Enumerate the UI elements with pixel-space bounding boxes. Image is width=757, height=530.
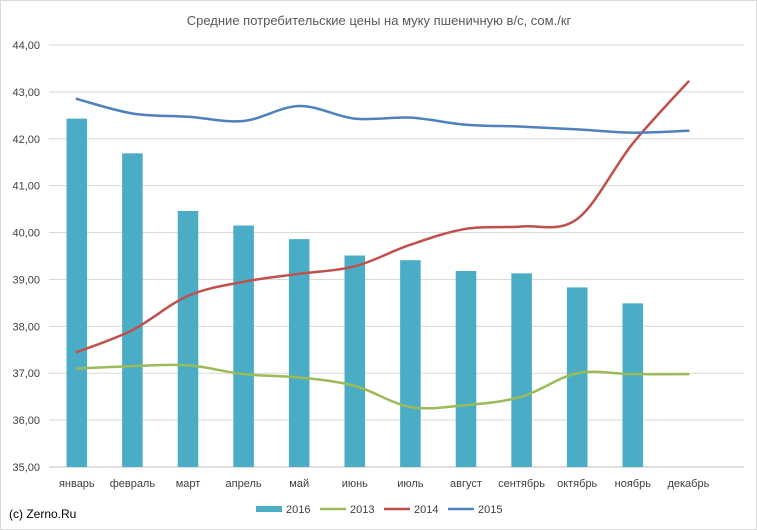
y-tick-label: 38,00 bbox=[12, 321, 40, 333]
x-tick-label: октябрь bbox=[557, 478, 597, 490]
y-axis-ticks: 35,00 36,00 37,00 38,00 39,00 40,00 41,00 42,00… bbox=[12, 40, 40, 474]
x-tick-label: ноябрь bbox=[615, 478, 652, 490]
y-tick-label: 43,00 bbox=[12, 87, 40, 99]
line-series-2013 bbox=[75, 363, 690, 410]
gridlines bbox=[49, 44, 744, 468]
bar-2016 bbox=[511, 273, 532, 467]
x-tick-label: апрель bbox=[226, 478, 262, 490]
credit-text: (c) Zerno.Ru bbox=[9, 507, 76, 521]
bar-2016 bbox=[566, 287, 588, 467]
legend-swatch-2016 bbox=[256, 506, 282, 512]
legend-label-2014: 2014 bbox=[414, 504, 438, 516]
bar-series bbox=[66, 118, 644, 468]
line-series-2014 bbox=[75, 80, 690, 354]
chart-title: Средние потребительские цены на муку пше… bbox=[187, 13, 572, 28]
bar-2016 bbox=[622, 303, 644, 467]
bar-2016 bbox=[288, 239, 310, 467]
y-tick-label: 44,00 bbox=[12, 40, 40, 52]
x-tick-label: февраль bbox=[110, 478, 156, 490]
x-tick-label: январь bbox=[59, 478, 95, 490]
y-tick-label: 37,00 bbox=[12, 368, 40, 380]
x-tick-label: июнь bbox=[342, 478, 368, 490]
legend-label-2016: 2016 bbox=[286, 504, 310, 516]
legend-label-2015: 2015 bbox=[478, 504, 502, 516]
legend-label-2013: 2013 bbox=[350, 504, 374, 516]
y-tick-label: 40,00 bbox=[12, 228, 40, 240]
x-tick-label: май bbox=[289, 478, 309, 490]
y-tick-label: 41,00 bbox=[12, 181, 40, 193]
y-tick-label: 42,00 bbox=[12, 134, 40, 146]
x-tick-label: декабрь bbox=[667, 478, 709, 490]
y-tick-label: 35,00 bbox=[12, 462, 40, 474]
x-tick-label: март bbox=[176, 478, 201, 490]
x-tick-label: август bbox=[450, 478, 482, 490]
line-series bbox=[75, 80, 690, 410]
bar-2016 bbox=[233, 225, 254, 467]
bar-2016 bbox=[455, 271, 477, 467]
bar-2016 bbox=[344, 255, 366, 467]
bar-2016 bbox=[177, 210, 199, 467]
x-axis-ticks: январь февраль март апрель май июнь июль август… bbox=[59, 478, 710, 490]
line-series-2015 bbox=[75, 97, 690, 134]
bar-2016 bbox=[122, 153, 143, 467]
bar-2016 bbox=[400, 260, 421, 467]
y-tick-label: 36,00 bbox=[12, 415, 40, 427]
y-tick-label: 39,00 bbox=[12, 274, 40, 286]
bar-2016 bbox=[66, 118, 88, 468]
legend: 2016 2013 2014 2015 bbox=[256, 504, 502, 516]
x-tick-label: июль bbox=[397, 478, 424, 490]
x-tick-label: сентябрь bbox=[498, 478, 545, 490]
